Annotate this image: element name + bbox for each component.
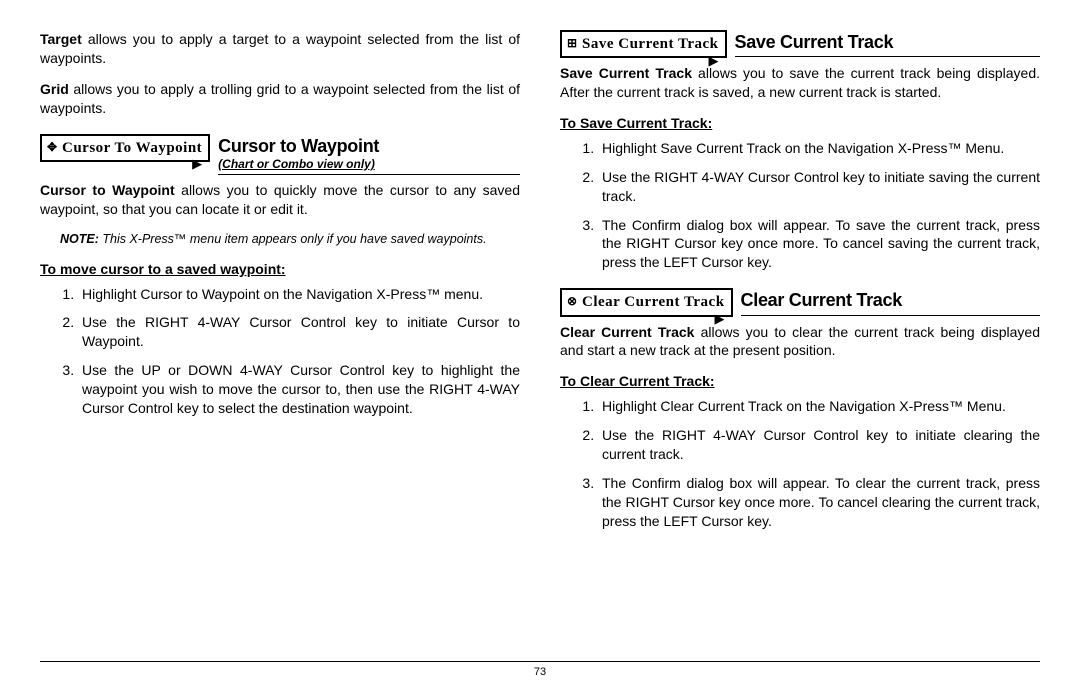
clear-steps: Highlight Clear Current Track on the Nav… — [560, 397, 1040, 530]
list-item: The Confirm dialog box will appear. To c… — [598, 474, 1040, 531]
note-label: NOTE: — [60, 232, 99, 246]
list-item: Use the RIGHT 4-WAY Cursor Control key t… — [78, 313, 520, 351]
list-item: Use the UP or DOWN 4-WAY Cursor Control … — [78, 361, 520, 418]
list-item: Highlight Cursor to Waypoint on the Navi… — [78, 285, 520, 304]
page-footer: 73 — [0, 661, 1080, 678]
cursor-steps: Highlight Cursor to Waypoint on the Navi… — [40, 285, 520, 418]
clear-menu-box: ⊗Clear Current Track ▶ — [560, 288, 733, 316]
clear-menu-text: Clear Current Track — [582, 294, 725, 310]
grid-label: Grid — [40, 81, 69, 97]
arrow-icon: ▶ — [709, 52, 719, 70]
list-item: Highlight Save Current Track on the Navi… — [598, 139, 1040, 158]
cursor-menu-text: Cursor To Waypoint — [62, 140, 202, 156]
list-item: The Confirm dialog box will appear. To s… — [598, 216, 1040, 273]
target-text: allows you to apply a target to a waypoi… — [40, 31, 520, 66]
cursor-icon: ✥ — [46, 139, 58, 155]
arrow-icon: ▶ — [715, 310, 725, 328]
target-label: Target — [40, 31, 82, 47]
save-icon: ⊞ — [566, 35, 578, 51]
grid-text: allows you to apply a trolling grid to a… — [40, 81, 520, 116]
footer-rule — [40, 661, 1040, 662]
cursor-desc-label: Cursor to Waypoint — [40, 182, 175, 198]
clear-section-header: ⊗Clear Current Track ▶ Clear Current Tra… — [560, 288, 1040, 316]
cursor-title: Cursor to Waypoint — [218, 134, 520, 158]
right-column: ⊞Save Current Track ▶ Save Current Track… — [560, 30, 1040, 543]
save-desc-label: Save Current Track — [560, 65, 692, 81]
list-item: Use the RIGHT 4-WAY Cursor Control key t… — [598, 426, 1040, 464]
arrow-icon: ▶ — [192, 155, 202, 173]
note-text: This X-Press™ menu item appears only if … — [99, 232, 487, 246]
cursor-description: Cursor to Waypoint allows you to quickly… — [40, 181, 520, 219]
cursor-subtitle: (Chart or Combo view only) — [218, 156, 520, 172]
page-content: Target allows you to apply a target to a… — [0, 0, 1080, 553]
clear-description: Clear Current Track allows you to clear … — [560, 323, 1040, 361]
save-title-block: Save Current Track — [735, 30, 1041, 57]
clear-icon: ⊗ — [566, 293, 578, 309]
save-title: Save Current Track — [735, 30, 1041, 54]
page-number: 73 — [534, 666, 546, 678]
cursor-title-block: Cursor to Waypoint (Chart or Combo view … — [218, 134, 520, 175]
save-menu-text: Save Current Track — [582, 36, 719, 52]
clear-title-block: Clear Current Track — [741, 288, 1040, 315]
cursor-howto-title: To move cursor to a saved waypoint: — [40, 260, 520, 279]
left-column: Target allows you to apply a target to a… — [40, 30, 520, 543]
clear-howto-title: To Clear Current Track: — [560, 372, 1040, 391]
target-paragraph: Target allows you to apply a target to a… — [40, 30, 520, 68]
clear-desc-label: Clear Current Track — [560, 324, 694, 340]
cursor-menu-box: ✥Cursor To Waypoint ▶ — [40, 134, 210, 162]
save-steps: Highlight Save Current Track on the Navi… — [560, 139, 1040, 272]
list-item: Use the RIGHT 4-WAY Cursor Control key t… — [598, 168, 1040, 206]
save-menu-box: ⊞Save Current Track ▶ — [560, 30, 727, 58]
clear-title: Clear Current Track — [741, 288, 1040, 312]
save-description: Save Current Track allows you to save th… — [560, 64, 1040, 102]
list-item: Highlight Clear Current Track on the Nav… — [598, 397, 1040, 416]
cursor-section-header: ✥Cursor To Waypoint ▶ Cursor to Waypoint… — [40, 134, 520, 175]
save-section-header: ⊞Save Current Track ▶ Save Current Track — [560, 30, 1040, 58]
save-howto-title: To Save Current Track: — [560, 114, 1040, 133]
grid-paragraph: Grid allows you to apply a trolling grid… — [40, 80, 520, 118]
cursor-note: NOTE: This X-Press™ menu item appears on… — [60, 231, 520, 248]
